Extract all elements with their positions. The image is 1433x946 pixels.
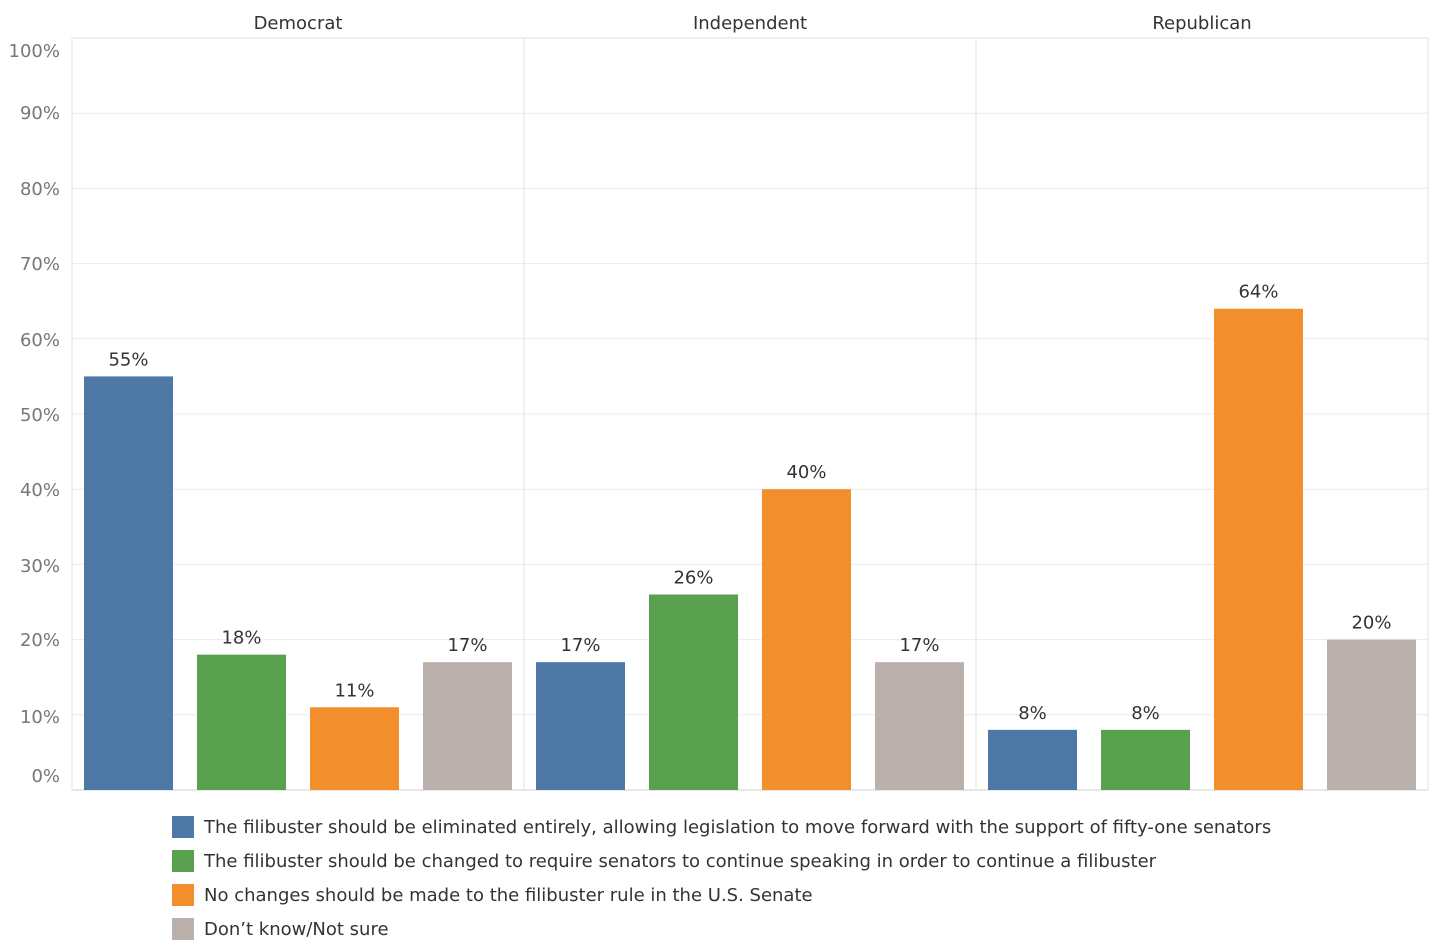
panel-title: Independent [693, 13, 807, 34]
panel-title: Republican [1152, 13, 1251, 34]
y-axis: 0% 10% 20% 30% 40% 50% 60% 70% 80% 90% 100% [9, 41, 60, 787]
y-tick-label: 50% [20, 405, 60, 426]
data-label: 17% [560, 635, 600, 656]
bar [84, 376, 173, 790]
bar [197, 654, 286, 790]
y-tick-label: 70% [20, 254, 60, 275]
bar [762, 489, 851, 790]
y-tick-label: 20% [20, 630, 60, 651]
legend-label: The filibuster should be eliminated enti… [204, 816, 1272, 838]
legend-label: No changes should be made to the filibus… [204, 884, 813, 906]
data-label: 64% [1238, 282, 1278, 303]
data-label: 18% [221, 628, 261, 649]
legend-item[interactable]: No changes should be made to the filibus… [172, 878, 1271, 912]
bar [649, 594, 738, 790]
legend-item[interactable]: Don’t know/Not sure [172, 912, 1271, 946]
legend-label: Don’t know/Not sure [204, 918, 389, 940]
bar [1327, 639, 1416, 790]
bar [423, 662, 512, 790]
data-label: 8% [1131, 703, 1160, 724]
data-label: 55% [108, 349, 148, 370]
y-tick-label: 90% [20, 103, 60, 124]
data-label: 8% [1018, 703, 1047, 724]
data-label: 26% [673, 567, 713, 588]
legend-swatch [172, 884, 194, 906]
y-tick-label: 30% [20, 556, 60, 577]
bar [1101, 729, 1190, 790]
legend-item[interactable]: The filibuster should be changed to requ… [172, 844, 1271, 878]
data-label: 11% [334, 680, 374, 701]
y-tick-label: 10% [20, 707, 60, 728]
y-tick-label: 100% [9, 41, 60, 62]
legend-label: The filibuster should be changed to requ… [204, 850, 1157, 872]
bar [988, 729, 1077, 790]
bar [310, 707, 399, 790]
data-label: 40% [786, 462, 826, 483]
y-tick-label: 40% [20, 480, 60, 501]
y-tick-label: 80% [20, 179, 60, 200]
y-tick-label: 60% [20, 330, 60, 351]
legend-swatch [172, 918, 194, 940]
data-labels: 55% 18% 11% 17% 17% 26% 40% 17% 8% 8% 64% 20% [108, 282, 1391, 724]
legend-swatch [172, 816, 194, 838]
legend-swatch [172, 850, 194, 872]
bar [875, 662, 964, 790]
data-label: 17% [447, 635, 487, 656]
data-label: 17% [899, 635, 939, 656]
bar [1214, 308, 1303, 790]
chart: 0% 10% 20% 30% 40% 50% 60% 70% 80% 90% 100% Democr… [9, 13, 1429, 791]
panels: Democrat Independent Republican [71, 13, 1429, 791]
legend-item[interactable]: The filibuster should be eliminated enti… [172, 810, 1271, 844]
data-label: 20% [1351, 613, 1391, 634]
legend: The filibuster should be eliminated enti… [172, 810, 1271, 946]
y-tick-label: 0% [31, 766, 60, 787]
panel-title: Democrat [254, 13, 343, 34]
bars [84, 308, 1416, 790]
bar [536, 662, 625, 790]
